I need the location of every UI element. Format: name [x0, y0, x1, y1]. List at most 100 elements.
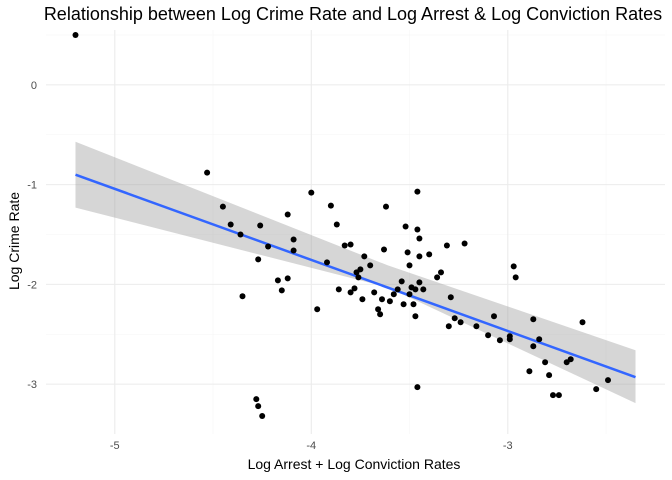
data-point	[426, 251, 433, 258]
data-point	[510, 263, 517, 270]
data-point	[473, 323, 480, 330]
data-points	[72, 32, 611, 419]
data-point	[237, 231, 244, 238]
data-point	[314, 306, 321, 313]
data-point	[567, 356, 574, 363]
data-point	[259, 413, 266, 419]
data-point	[327, 202, 334, 209]
data-point	[394, 286, 401, 293]
data-point	[284, 211, 291, 218]
data-point	[290, 247, 297, 254]
data-point	[290, 236, 297, 243]
data-point	[333, 221, 340, 228]
data-point	[253, 396, 260, 403]
data-point	[278, 287, 285, 294]
data-point	[335, 286, 342, 293]
data-point	[496, 337, 503, 344]
data-point	[536, 336, 543, 343]
x-tick-label: -3	[503, 440, 513, 452]
data-point	[512, 274, 519, 281]
data-point	[204, 169, 211, 176]
data-point	[412, 286, 419, 293]
data-point	[414, 226, 421, 233]
data-point	[420, 286, 427, 293]
y-axis-title: Log Crime Rate	[6, 192, 22, 290]
data-point	[445, 323, 452, 330]
data-point	[546, 372, 553, 379]
data-point	[410, 301, 417, 308]
data-point	[404, 249, 411, 256]
data-point	[274, 277, 281, 284]
data-point	[416, 253, 423, 260]
data-point	[355, 274, 362, 281]
data-point	[284, 275, 291, 282]
data-point	[239, 293, 246, 300]
data-point	[542, 359, 549, 366]
x-tick-label: -4	[306, 440, 316, 452]
data-point	[367, 262, 374, 269]
data-point	[377, 311, 384, 318]
x-tick-label: -5	[110, 440, 120, 452]
y-tick-label: -3	[27, 379, 37, 391]
data-point	[526, 368, 533, 375]
data-point	[265, 243, 272, 250]
data-point	[447, 294, 454, 301]
data-point	[406, 291, 413, 298]
chart-title: Relationship between Log Crime Rate and …	[44, 4, 662, 24]
data-point	[416, 279, 423, 286]
data-point	[324, 259, 330, 266]
y-tick-label: -2	[27, 279, 37, 291]
data-point	[414, 384, 421, 391]
data-point	[383, 203, 389, 210]
data-point	[361, 253, 368, 260]
data-point	[375, 306, 382, 313]
data-point	[257, 222, 264, 229]
data-point	[530, 316, 537, 323]
data-point	[593, 386, 600, 393]
y-tick-label: 0	[31, 80, 37, 92]
data-point	[461, 240, 468, 247]
data-point	[434, 274, 441, 281]
y-tick-label: -1	[27, 180, 37, 192]
data-point	[438, 269, 444, 276]
data-point	[406, 262, 413, 269]
data-point	[390, 291, 397, 298]
data-point	[555, 392, 562, 399]
data-point	[414, 188, 421, 195]
data-point	[381, 246, 387, 253]
data-point	[341, 242, 348, 249]
data-point	[379, 296, 385, 303]
data-point	[359, 296, 366, 303]
data-point	[357, 266, 364, 273]
data-point	[371, 289, 378, 296]
data-point	[530, 343, 537, 350]
data-point	[227, 221, 234, 228]
data-point	[386, 298, 393, 305]
data-point	[351, 285, 358, 292]
data-point	[402, 223, 409, 230]
regression-line	[75, 173, 636, 379]
x-axis-title: Log Arrest + Log Conviction Rates	[248, 456, 461, 472]
data-point	[412, 313, 419, 320]
data-point	[457, 319, 464, 326]
grid	[46, 30, 665, 434]
data-point	[255, 256, 262, 263]
data-point	[72, 32, 79, 38]
data-point	[451, 315, 458, 322]
data-point	[308, 189, 315, 196]
data-point	[485, 332, 492, 339]
data-point	[398, 278, 405, 285]
data-point	[506, 336, 513, 343]
data-point	[416, 235, 423, 242]
x-axis-tick-labels: -5 -4 -3	[110, 440, 513, 452]
data-point	[400, 301, 407, 308]
data-point	[579, 319, 586, 326]
y-axis-tick-labels: 0 -1 -2 -3	[27, 80, 37, 391]
data-point	[550, 392, 556, 399]
data-point	[347, 289, 354, 296]
data-point	[347, 241, 354, 248]
data-point	[443, 242, 450, 249]
data-point	[605, 377, 611, 384]
data-point	[491, 313, 497, 320]
